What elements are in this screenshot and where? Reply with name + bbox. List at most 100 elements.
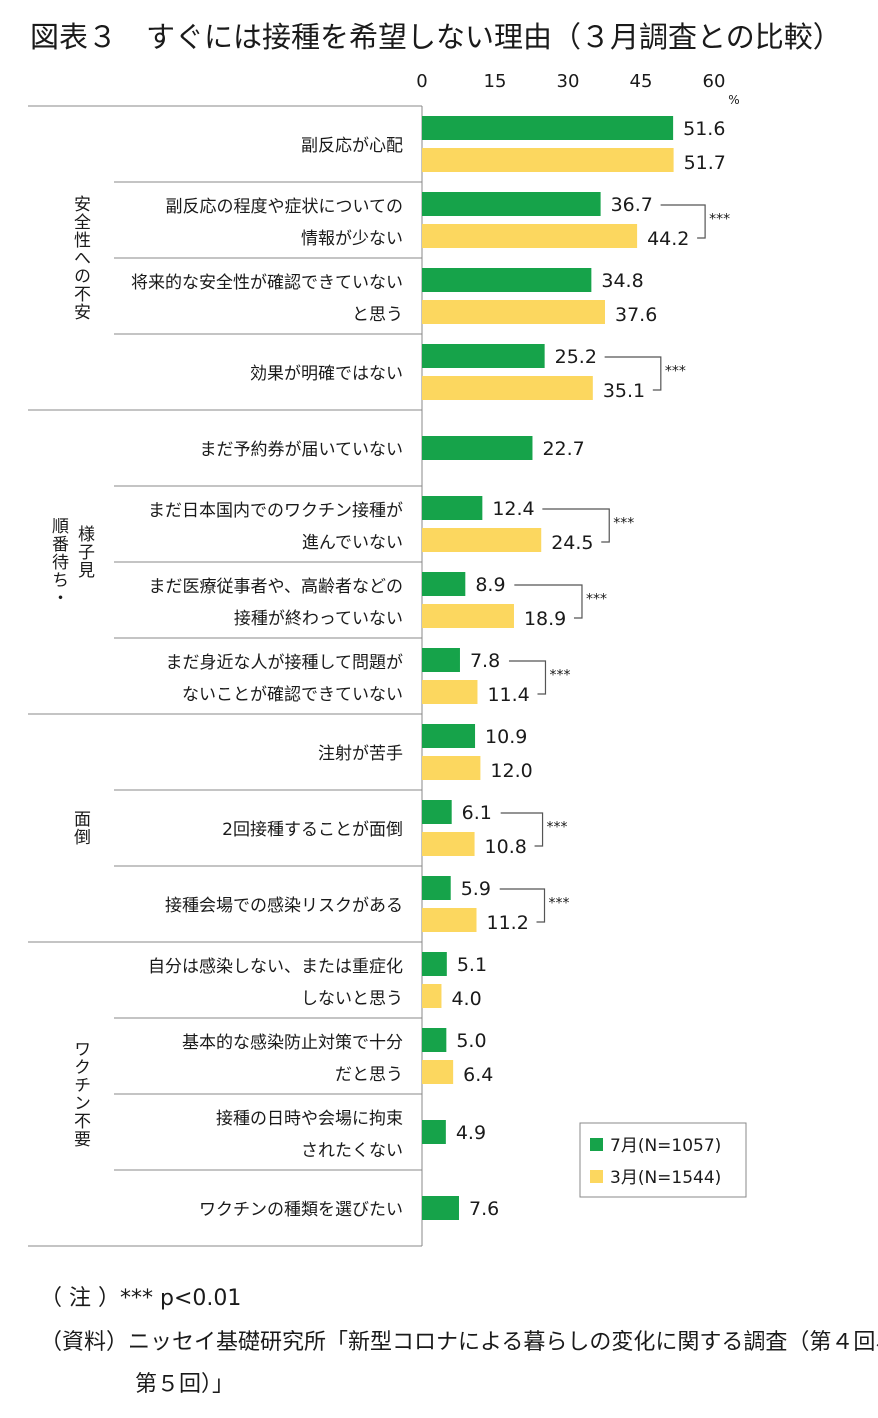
category-label: まだ身近な人が接種して問題が (166, 653, 404, 673)
source-note-line1: （資料）ニッセイ基礎研究所「新型コロナによる暮らしの変化に関する調査（第４回、 (40, 1330, 878, 1355)
value-label-july: 6.1 (462, 802, 492, 824)
bar-july (422, 572, 466, 596)
group-label: 面倒 (70, 810, 91, 846)
x-unit-label: % (728, 93, 739, 107)
value-label-march: 4.0 (451, 988, 481, 1010)
significance-marker: *** (613, 516, 634, 532)
bar-july (422, 268, 592, 292)
value-label-july: 7.8 (470, 650, 500, 672)
bar-march (422, 756, 481, 780)
value-label-march: 18.9 (524, 608, 566, 630)
significance-marker: *** (709, 212, 730, 228)
category-label: 2回接種することが面倒 (222, 820, 403, 840)
bar-july (422, 724, 476, 748)
significance-marker: *** (549, 896, 570, 912)
value-label-july: 7.6 (469, 1198, 499, 1220)
category-label: 進んでいない (302, 533, 403, 553)
value-label-july: 12.4 (492, 498, 534, 520)
legend-swatch (590, 1170, 603, 1183)
bar-march (422, 604, 514, 628)
significance-note: （ 注 ）*** p<0.01 (40, 1286, 242, 1311)
bar-july (422, 648, 460, 672)
x-tick-label: 15 (484, 71, 507, 92)
significance-marker: *** (586, 592, 607, 608)
chart-title: 図表３ すぐには接種を希望しない理由（３月調査との比較） (30, 20, 842, 54)
bar-july (422, 1120, 446, 1144)
category-label: ワクチンの種類を選びたい (199, 1200, 403, 1220)
bar-july (422, 116, 674, 140)
group-label: 様子見 (74, 525, 95, 579)
category-label: ないことが確認できていない (182, 685, 403, 705)
value-label-march: 44.2 (647, 228, 689, 250)
bar-march (422, 908, 477, 932)
significance-bracket (508, 660, 547, 695)
category-label: と思う (352, 305, 403, 325)
source-note-line2: 第５回）」 (135, 1372, 235, 1397)
bar-march (422, 224, 638, 248)
value-label-march: 51.7 (684, 152, 726, 174)
significance-bracket (660, 204, 706, 239)
category-label: しないと思う (301, 989, 403, 1009)
value-label-march: 24.5 (551, 532, 593, 554)
significance-marker: *** (547, 820, 568, 836)
significance-bracket (500, 812, 544, 847)
value-label-july: 51.6 (683, 118, 725, 140)
category-label: 副反応の程度や症状についての (166, 197, 404, 217)
group-label: ワクチン不要 (70, 1040, 91, 1148)
value-label-march: 12.0 (490, 760, 532, 782)
value-label-march: 37.6 (615, 304, 657, 326)
significance-marker: *** (549, 668, 570, 684)
value-label-july: 4.9 (456, 1122, 486, 1144)
category-label: 副反応が心配 (301, 136, 403, 156)
value-label-july: 5.0 (456, 1030, 486, 1052)
value-label-july: 25.2 (555, 346, 597, 368)
bar-july (422, 436, 533, 460)
x-tick-label: 30 (557, 71, 580, 92)
category-label: 自分は感染しない、または重症化 (148, 957, 403, 977)
bar-march (422, 376, 593, 400)
category-label: まだ日本国内でのワクチン接種が (148, 501, 403, 521)
bar-july (422, 800, 452, 824)
legend-label: 3月(N=1544) (610, 1168, 721, 1188)
value-label-july: 5.9 (461, 878, 491, 900)
category-label: 注射が苦手 (318, 744, 403, 764)
value-label-march: 11.2 (487, 912, 529, 934)
category-label: まだ医療従事者や、高齢者などの (149, 577, 404, 597)
value-label-march: 10.8 (485, 836, 527, 858)
value-label-july: 10.9 (485, 726, 527, 748)
bar-july (422, 1196, 459, 1220)
bar-march (422, 1060, 454, 1084)
legend-box (579, 1122, 747, 1198)
x-tick-label: 0 (416, 71, 427, 92)
bar-march (422, 528, 542, 552)
category-label: 接種会場での感染リスクがある (165, 896, 403, 916)
significance-bracket (514, 584, 583, 619)
category-label: 情報が少ない (301, 229, 403, 249)
bar-march (422, 300, 605, 324)
category-label: だと思う (335, 1065, 403, 1085)
x-tick-label: 60 (703, 71, 726, 92)
bar-july (422, 344, 545, 368)
category-label: 基本的な感染防止対策で十分 (182, 1033, 403, 1053)
bar-july (422, 1028, 447, 1052)
bar-march (422, 984, 442, 1008)
value-label-july: 36.7 (611, 194, 653, 216)
value-label-march: 35.1 (603, 380, 645, 402)
bar-july (422, 496, 483, 520)
value-label-july: 5.1 (457, 954, 487, 976)
category-label: 接種が終わっていない (234, 609, 403, 629)
category-label: 接種の日時や会場に拘束 (216, 1109, 403, 1129)
bar-july (422, 952, 447, 976)
value-label-july: 22.7 (542, 438, 584, 460)
group-label: 順番待ち・ (48, 517, 69, 607)
bar-july (422, 876, 451, 900)
category-label: されたくない (301, 1141, 403, 1161)
significance-bracket (604, 356, 662, 391)
value-label-july: 34.8 (601, 270, 643, 292)
value-label-july: 8.9 (475, 574, 505, 596)
bar-march (422, 148, 674, 172)
significance-bracket (499, 888, 546, 923)
category-label: まだ予約券が届いていない (200, 440, 404, 460)
value-label-march: 11.4 (487, 684, 529, 706)
